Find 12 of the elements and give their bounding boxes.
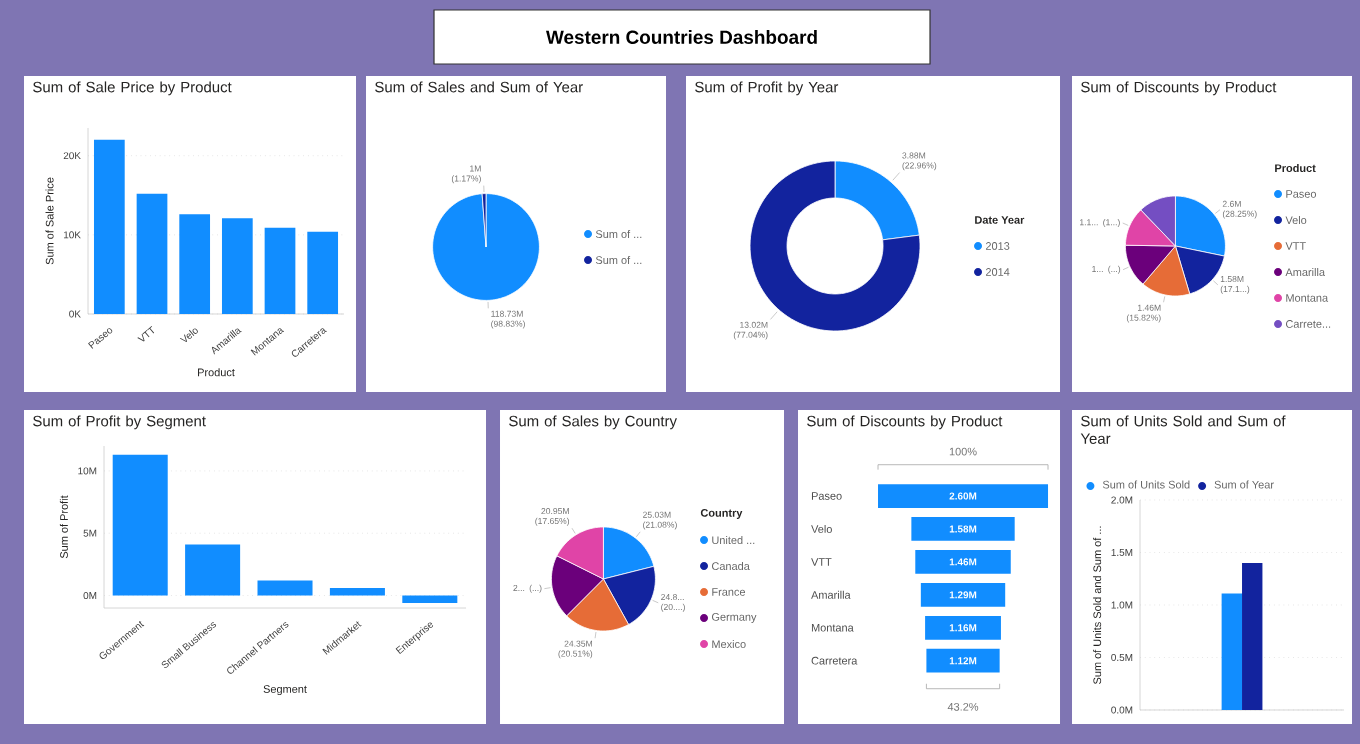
bar — [185, 544, 241, 596]
bar — [329, 588, 385, 596]
bar — [264, 227, 296, 314]
bar — [93, 139, 125, 314]
bar — [221, 218, 253, 314]
bar — [307, 231, 339, 314]
bar — [402, 595, 458, 604]
bar — [136, 193, 168, 314]
text: Western Countries Dashboard — [546, 30, 817, 44]
bar — [112, 454, 168, 596]
bar — [257, 580, 313, 596]
bar — [179, 214, 211, 314]
